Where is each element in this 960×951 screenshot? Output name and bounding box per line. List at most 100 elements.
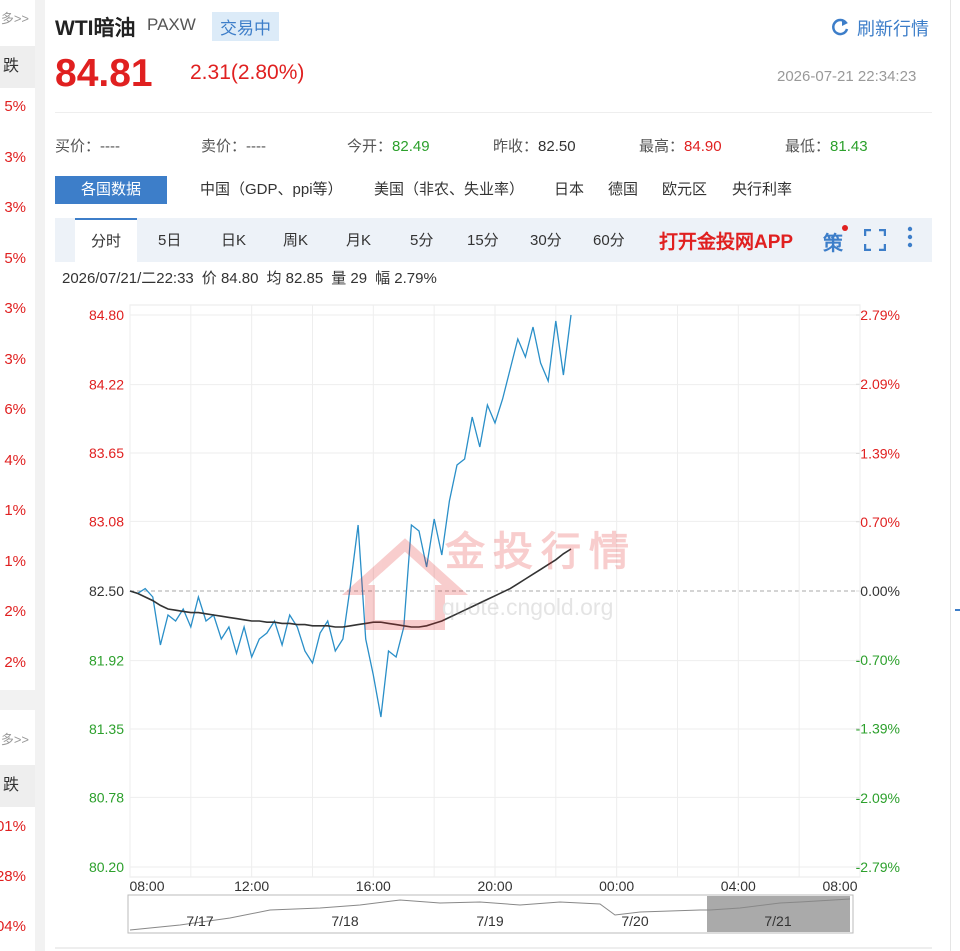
navigator-window[interactable] (707, 896, 850, 932)
data-tab[interactable]: 中国（GDP、ppi等） (200, 181, 343, 198)
quote-time: 2026-07-21 22:34:23 (777, 68, 917, 85)
navigator-label: 7/17 (186, 913, 213, 929)
data-tab[interactable]: 日本 (554, 181, 585, 198)
quote-value: 81.43 (830, 138, 868, 155)
y2-tick-label: -2.09% (856, 790, 900, 806)
change-percent: 28% (0, 868, 26, 885)
info-item: 均 82.85 (266, 270, 324, 287)
refresh-icon[interactable] (830, 17, 850, 37)
quote-label: 昨收： (493, 138, 539, 155)
change-percent: 4% (4, 451, 26, 469)
navigator-label: 7/18 (331, 913, 358, 929)
period-tab[interactable]: 30分 (530, 232, 562, 249)
trading-status: 交易中 (212, 12, 279, 41)
change-percent: 2% (4, 653, 26, 671)
series-line (129, 314, 572, 718)
y2-tick-label: 0.00% (860, 583, 900, 599)
marker (955, 609, 960, 611)
y-tick-label: 83.08 (89, 513, 124, 529)
y2-tick-label: -1.39% (856, 721, 900, 737)
quote-label: 最低： (785, 138, 831, 155)
y-tick-label: 84.22 (89, 377, 124, 393)
column-header: 跌 (0, 765, 35, 807)
last-price: 84.81 (55, 52, 153, 95)
change-percent: 04% (0, 918, 26, 935)
quote-label: 买价： (55, 138, 101, 155)
x-tick-label: 16:00 (356, 878, 391, 894)
y2-tick-label: 2.09% (860, 376, 900, 392)
period-tab[interactable]: 15分 (467, 232, 499, 249)
period-bar: 分时 5日 日K 周K 月K 5分 15分 30分 60分 (55, 218, 932, 262)
price-change: 2.31(2.80%) (190, 61, 305, 84)
strategy-button[interactable]: 策 (823, 233, 843, 255)
sidebar: 多>> 跌 多>> 跌 5% 3% 3% 5% 3% 3% 6% 4% 1% 1% 2% 2% 01% 2… (0, 0, 35, 951)
data-tab[interactable]: 央行利率 (732, 181, 793, 198)
change-percent: 1% (4, 502, 26, 519)
quote-item: 今开：82.49 (347, 135, 430, 156)
info-item: 2026/07/21/二22:33 (62, 270, 194, 287)
column-header-text: 跌 (2, 777, 19, 794)
x-tick-label: 08:00 (822, 878, 857, 894)
fullscreen-icon[interactable] (864, 229, 886, 251)
plot-area (129, 304, 861, 878)
quote-item: 卖价：---- (201, 135, 266, 156)
data-tab[interactable]: 欧元区 (662, 181, 708, 198)
period-tab[interactable]: 日K (221, 232, 247, 249)
refresh-button[interactable]: 刷新行情 (857, 19, 929, 39)
change-percent: 3% (4, 199, 26, 216)
period-tab[interactable]: 5分 (410, 232, 434, 249)
period-tab[interactable]: 5日 (158, 232, 182, 249)
change-percent: 2% (4, 603, 26, 620)
column-header-text: 跌 (2, 58, 19, 75)
change-percent: 3% (4, 148, 26, 166)
crosshair-info: 2026/07/21/二22:33 价 84.80 均 82.85 量 29 幅 2.7… (62, 267, 445, 288)
data-tab[interactable]: 各国数据 (55, 176, 168, 204)
x-tick-label: 12:00 (234, 878, 269, 894)
navigator-label: 7/21 (764, 913, 791, 929)
y2-tick-label: -0.70% (856, 652, 900, 668)
quote-item: 买价：---- (55, 135, 120, 156)
y2-tick-label: 2.79% (860, 307, 900, 323)
x-tick-label: 04:00 (721, 878, 756, 894)
sidebar-card (0, 710, 35, 951)
period-tab[interactable]: 周K (283, 232, 309, 249)
change-percent: 5% (4, 98, 26, 115)
y2-tick-label: 0.70% (860, 514, 900, 530)
y-tick-label: 80.20 (89, 859, 124, 875)
data-tab[interactable]: 德国 (608, 181, 639, 198)
more-link[interactable]: 多>> (0, 11, 29, 26)
quote-value: 84.90 (684, 138, 722, 155)
quote-label: 最高： (639, 138, 685, 155)
sidebar-card (0, 0, 35, 690)
change-percent: 5% (4, 249, 26, 267)
quote-item: 昨收：82.50 (493, 135, 576, 156)
x-tick-label: 08:00 (129, 878, 164, 894)
watermark-logo (341, 538, 469, 630)
data-tab[interactable]: 美国（非农、失业率） (374, 181, 525, 198)
y-tick-label: 84.80 (89, 307, 124, 323)
period-tab[interactable]: 60分 (593, 232, 625, 249)
period-tab[interactable]: 月K (346, 232, 372, 249)
change-percent: 01% (0, 818, 26, 835)
y-tick-label: 82.50 (89, 583, 124, 599)
quote-value: 82.49 (392, 138, 430, 155)
period-tab[interactable]: 分时 (75, 218, 138, 262)
y2-tick-label: -2.79% (856, 859, 900, 875)
badge (842, 225, 848, 231)
watermark-site: quote.cngold.org (442, 594, 613, 620)
change-percent: 3% (4, 300, 26, 317)
quote-value: ---- (246, 138, 266, 155)
y2-tick-label: 1.39% (860, 445, 900, 461)
menu-icon[interactable] (905, 226, 915, 250)
app-promo[interactable]: 打开金投网APP (659, 232, 794, 253)
quote-label: 卖价： (201, 138, 247, 155)
y-tick-label: 80.78 (89, 789, 124, 805)
y-tick-label: 83.65 (89, 445, 124, 461)
navigator-line (129, 898, 851, 931)
info-item: 幅 2.79% (375, 270, 437, 287)
more-link[interactable]: 多>> (0, 732, 29, 747)
x-tick-label: 00:00 (599, 878, 634, 894)
column-header: 跌 (0, 46, 35, 88)
